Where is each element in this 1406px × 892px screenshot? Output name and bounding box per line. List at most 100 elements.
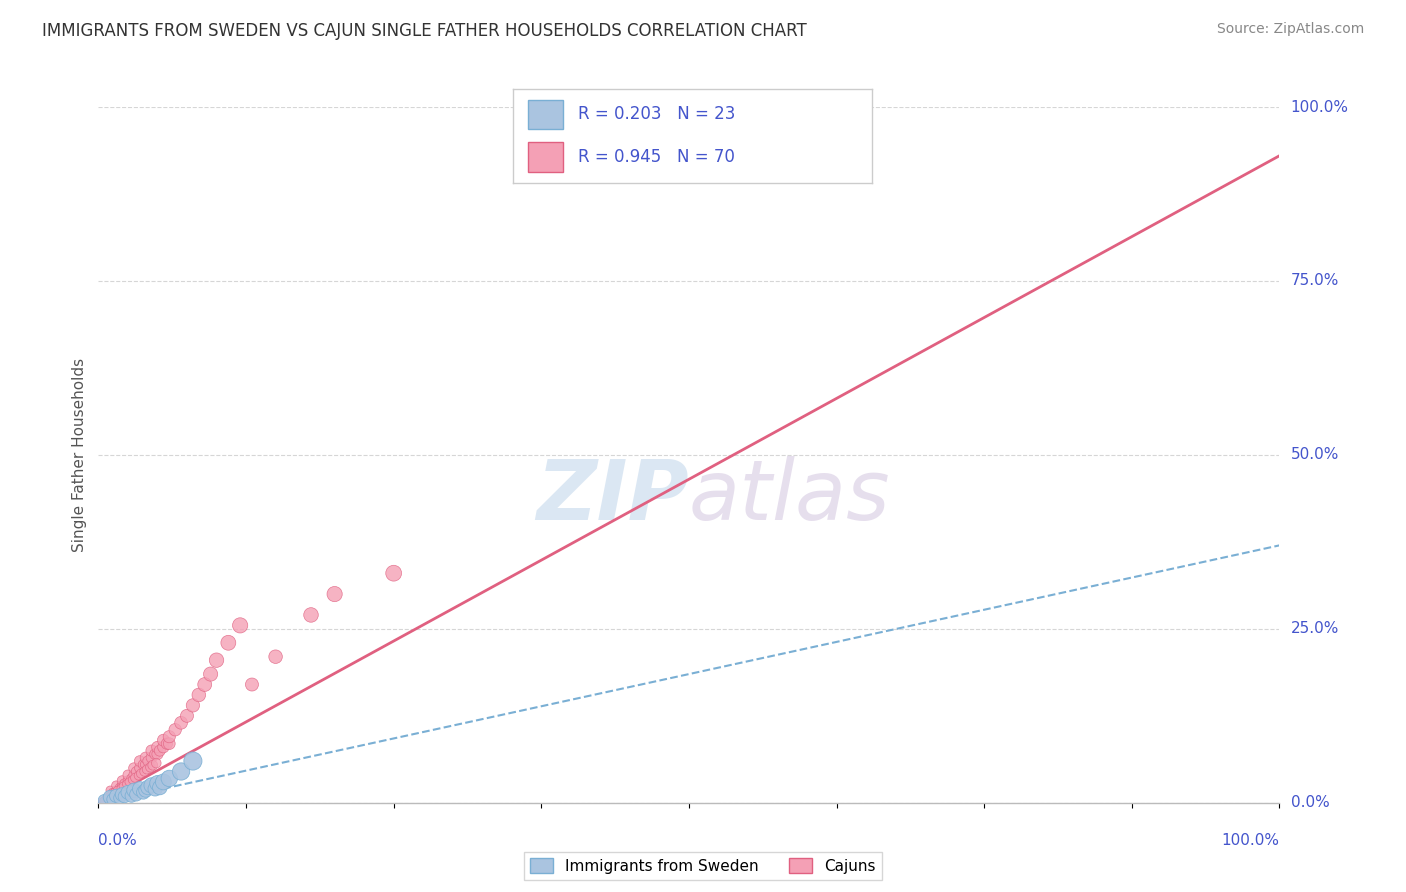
Point [181, 698, 204, 713]
Point [141, 744, 163, 758]
Point [149, 744, 172, 758]
Point [111, 773, 134, 788]
Point [149, 780, 172, 795]
Point [98, 790, 121, 805]
Point [97, 789, 120, 804]
Point [128, 761, 150, 775]
Point [141, 778, 163, 792]
Point [98, 789, 121, 804]
Text: 100.0%: 100.0% [1222, 833, 1279, 848]
Point [132, 785, 155, 799]
Point [98, 783, 121, 797]
Point [136, 754, 159, 768]
Text: 0.0%: 0.0% [98, 833, 138, 848]
Point [139, 760, 162, 774]
Point [105, 789, 128, 803]
Point [100, 788, 122, 802]
Point [94, 791, 117, 805]
Point [382, 566, 405, 581]
Point [135, 783, 157, 797]
Point [143, 781, 166, 796]
Point [157, 772, 180, 786]
Point [117, 768, 139, 782]
Point [181, 754, 204, 768]
Point [156, 737, 179, 751]
Point [323, 587, 346, 601]
Point [157, 730, 180, 744]
Text: 75.0%: 75.0% [1291, 274, 1339, 288]
Point [121, 772, 143, 787]
Point [187, 688, 209, 702]
Point [146, 747, 169, 761]
Point [125, 764, 148, 779]
Point [200, 667, 222, 681]
Text: 25.0%: 25.0% [1291, 622, 1339, 636]
Point [176, 708, 198, 723]
Point [141, 750, 163, 764]
Point [142, 758, 165, 772]
Point [299, 607, 322, 622]
Point [122, 761, 145, 775]
Point [146, 776, 169, 790]
Point [146, 740, 169, 755]
FancyBboxPatch shape [527, 100, 564, 129]
Point [136, 780, 159, 795]
Point [91, 794, 114, 808]
Point [128, 769, 150, 783]
Point [103, 785, 125, 799]
Y-axis label: Single Father Households: Single Father Households [72, 358, 87, 552]
Point [111, 788, 134, 802]
Point [118, 775, 141, 789]
Point [217, 636, 239, 650]
Point [117, 773, 139, 788]
Point [108, 780, 131, 795]
Point [134, 764, 156, 779]
Point [143, 747, 166, 761]
Point [205, 653, 228, 667]
Text: IMMIGRANTS FROM SWEDEN VS CAJUN SINGLE FATHER HOUSEHOLDS CORRELATION CHART: IMMIGRANTS FROM SWEDEN VS CAJUN SINGLE F… [42, 22, 807, 40]
Point [152, 733, 174, 747]
Point [128, 754, 150, 768]
Point [112, 789, 135, 804]
Point [122, 783, 145, 797]
Legend: Immigrants from Sweden, Cajuns: Immigrants from Sweden, Cajuns [524, 852, 882, 880]
Point [93, 794, 115, 808]
Point [105, 778, 128, 792]
Point [124, 771, 146, 785]
Point [105, 783, 128, 797]
Point [229, 618, 252, 632]
Point [91, 794, 114, 808]
Point [145, 756, 167, 771]
Point [121, 772, 143, 786]
Point [110, 781, 132, 796]
FancyBboxPatch shape [527, 142, 564, 171]
Text: Source: ZipAtlas.com: Source: ZipAtlas.com [1216, 22, 1364, 37]
Point [129, 766, 152, 780]
Point [194, 677, 217, 691]
Text: 0.0%: 0.0% [1291, 796, 1329, 810]
Text: atlas: atlas [689, 456, 890, 537]
Point [165, 723, 187, 737]
Point [121, 789, 143, 803]
Point [152, 740, 174, 755]
Point [264, 649, 287, 664]
Point [111, 778, 134, 792]
Point [135, 750, 157, 764]
Point [170, 715, 193, 730]
Point [98, 789, 121, 803]
Text: R = 0.945   N = 70: R = 0.945 N = 70 [578, 148, 734, 166]
Point [112, 776, 135, 790]
Point [115, 777, 138, 791]
Text: 50.0%: 50.0% [1291, 448, 1339, 462]
Text: R = 0.203   N = 23: R = 0.203 N = 23 [578, 105, 735, 123]
Point [117, 785, 139, 799]
Point [170, 764, 193, 779]
Point [112, 779, 135, 793]
Point [105, 783, 128, 797]
Point [93, 793, 115, 807]
Text: 100.0%: 100.0% [1291, 100, 1348, 114]
Point [240, 677, 263, 691]
Point [125, 788, 148, 802]
Point [157, 737, 180, 751]
Point [108, 791, 131, 805]
